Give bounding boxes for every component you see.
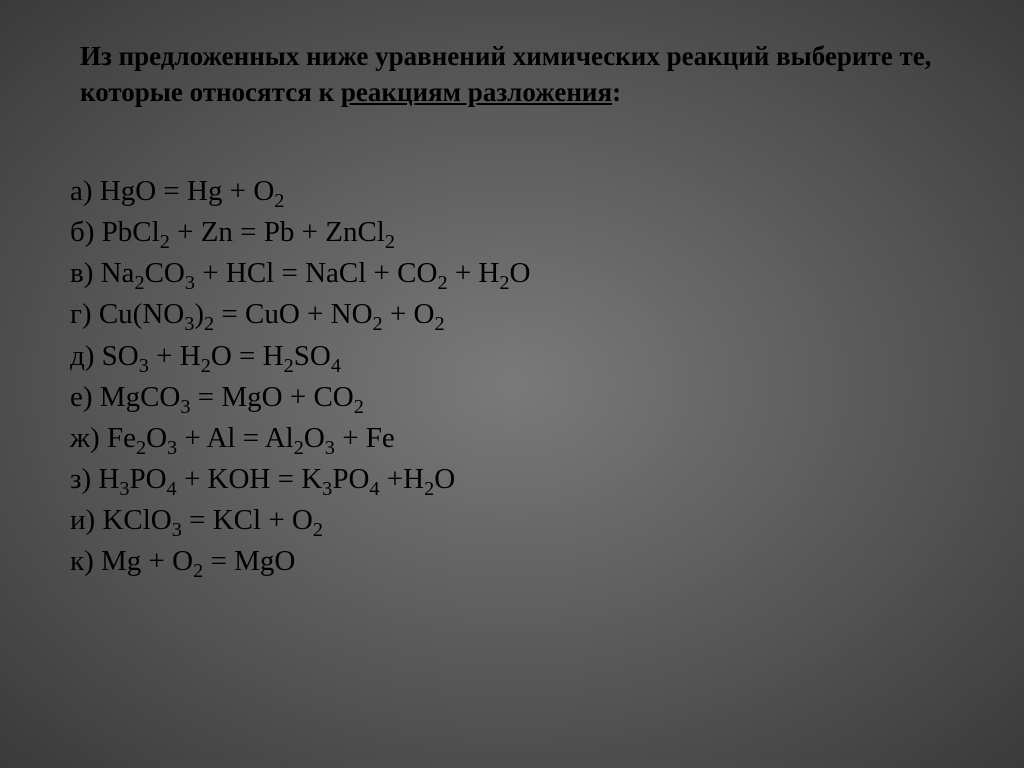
eq-label: б) bbox=[70, 216, 94, 248]
equation-z: з) H3PO4 + KOH = K3PO4 +H2O bbox=[70, 459, 964, 500]
slide-container: Из предложенных ниже уравнений химически… bbox=[0, 0, 1024, 768]
equation-b: б) PbCl2 + Zn = Pb + ZnCl2 bbox=[70, 212, 964, 253]
eq-label: г) bbox=[70, 298, 92, 330]
eq-formula: Fe2O3 + Al = Al2O3 + Fe bbox=[107, 422, 395, 454]
eq-label: и) bbox=[70, 504, 95, 536]
eq-formula: PbCl2 + Zn = Pb + ZnCl2 bbox=[102, 216, 395, 248]
eq-label: ж) bbox=[70, 422, 100, 454]
equation-d: д) SO3 + H2O = H2SO4 bbox=[70, 336, 964, 377]
equation-k: к) Mg + O2 = MgO bbox=[70, 541, 964, 582]
eq-formula: SO3 + H2O = H2SO4 bbox=[102, 340, 341, 372]
eq-formula: HgO = Hg + O2 bbox=[100, 175, 285, 207]
equation-e: е) MgCO3 = MgO + CO2 bbox=[70, 377, 964, 418]
eq-formula: Cu(NO3)2 = CuO + NO2 + O2 bbox=[99, 298, 445, 330]
eq-label: е) bbox=[70, 381, 93, 413]
equation-g: г) Cu(NO3)2 = CuO + NO2 + O2 bbox=[70, 294, 964, 335]
eq-label: в) bbox=[70, 257, 93, 289]
eq-label: к) bbox=[70, 545, 94, 577]
equations-block: а) HgO = Hg + O2 б) PbCl2 + Zn = Pb + Zn… bbox=[70, 171, 964, 583]
eq-formula: Mg + O2 = MgO bbox=[101, 545, 295, 577]
equation-v: в) Na2CO3 + HCl = NaCl + CO2 + H2O bbox=[70, 253, 964, 294]
eq-label: з) bbox=[70, 463, 91, 495]
eq-formula: Na2CO3 + HCl = NaCl + CO2 + H2O bbox=[101, 257, 531, 289]
eq-formula: KClO3 = KCl + O2 bbox=[102, 504, 323, 536]
slide-title: Из предложенных ниже уравнений химически… bbox=[70, 38, 964, 111]
eq-label: д) bbox=[70, 340, 94, 372]
eq-label: а) bbox=[70, 175, 93, 207]
title-tail: : bbox=[612, 77, 621, 107]
eq-formula: H3PO4 + KOH = K3PO4 +H2O bbox=[98, 463, 455, 495]
eq-formula: MgCO3 = MgO + CO2 bbox=[100, 381, 364, 413]
title-text-underlined: реакциям разложения bbox=[341, 77, 612, 107]
equation-zh: ж) Fe2O3 + Al = Al2O3 + Fe bbox=[70, 418, 964, 459]
equation-a: а) HgO = Hg + O2 bbox=[70, 171, 964, 212]
equation-i: и) KClO3 = KCl + O2 bbox=[70, 500, 964, 541]
